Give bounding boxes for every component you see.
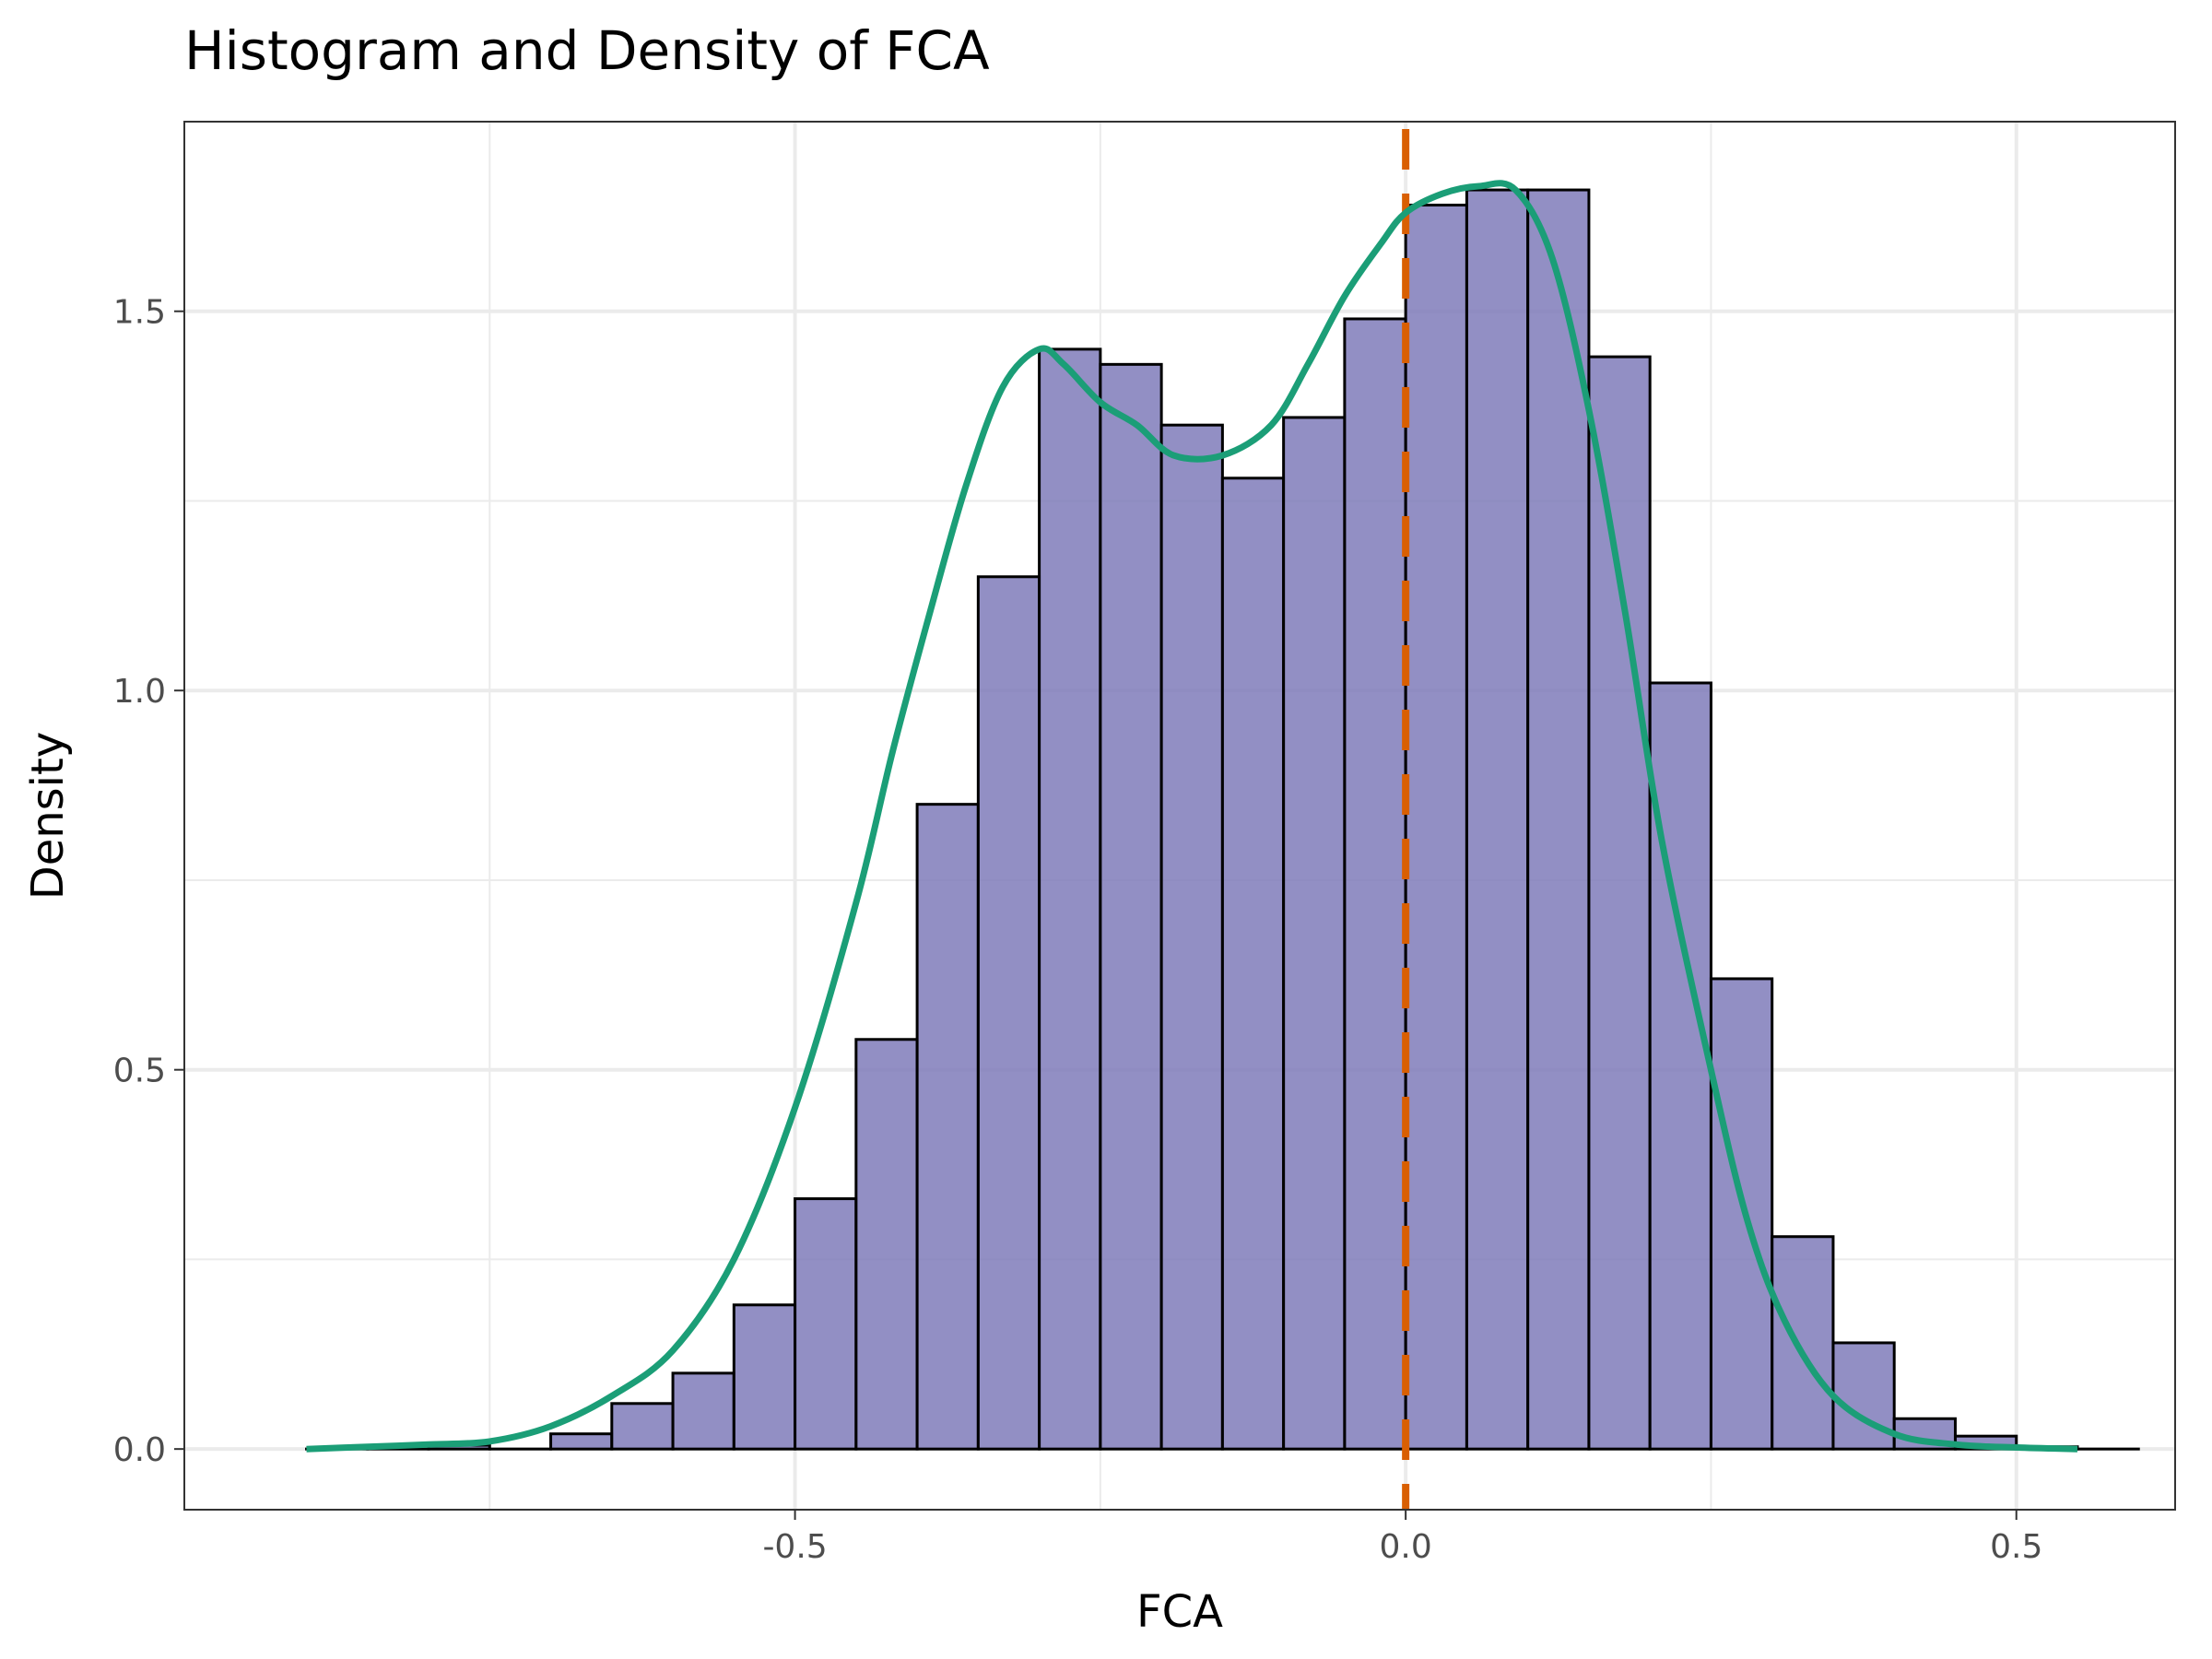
histogram-bar bbox=[1465, 188, 1530, 1451]
y-tick-label: 0.5 bbox=[113, 1053, 166, 1090]
x-tick-label: 0.0 bbox=[1380, 1528, 1432, 1566]
density-layer bbox=[306, 180, 2078, 1453]
histogram-bar bbox=[1099, 362, 1163, 1451]
y-tick-label: 1.0 bbox=[113, 673, 166, 711]
histogram-bar bbox=[1648, 681, 1712, 1451]
density-curve bbox=[306, 180, 2078, 1453]
x-tick-label: -0.5 bbox=[762, 1528, 827, 1566]
histogram-bar bbox=[854, 1038, 919, 1451]
histogram-bar bbox=[976, 575, 1041, 1451]
histogram-bar bbox=[732, 1303, 797, 1451]
histogram-bar bbox=[1220, 477, 1286, 1451]
histogram-bar bbox=[915, 803, 980, 1451]
histogram-bar bbox=[1404, 204, 1468, 1451]
histogram-bar bbox=[1038, 347, 1102, 1451]
x-axis-title: FCA bbox=[1136, 1586, 1223, 1638]
y-tick-label: 0.0 bbox=[113, 1431, 166, 1469]
histogram-bar bbox=[1159, 423, 1224, 1451]
histogram-bar bbox=[671, 1371, 735, 1451]
x-tick-label: 0.5 bbox=[1990, 1528, 2042, 1566]
x-axis-ticks: -0.5 0.0 0.5 bbox=[762, 1510, 2042, 1566]
histogram-bar bbox=[1771, 1235, 1835, 1451]
histogram-bar bbox=[1587, 355, 1652, 1451]
y-axis-ticks: 0.0 0.5 1.0 1.5 bbox=[113, 294, 184, 1469]
histogram-bar bbox=[1343, 317, 1407, 1451]
panel-border bbox=[183, 121, 2176, 1511]
histogram-bar bbox=[1526, 188, 1591, 1451]
histogram-bar bbox=[610, 1402, 675, 1451]
histogram-bar bbox=[549, 1432, 614, 1451]
histogram-bar bbox=[1282, 416, 1347, 1451]
y-axis-title: Density bbox=[22, 732, 74, 900]
histogram-bar bbox=[1709, 977, 1774, 1451]
y-tick-label: 1.5 bbox=[113, 294, 166, 332]
histogram-bars bbox=[305, 188, 2140, 1451]
chart-title: Histogram and Density of FCA bbox=[184, 19, 990, 82]
histogram-bar bbox=[794, 1197, 858, 1451]
